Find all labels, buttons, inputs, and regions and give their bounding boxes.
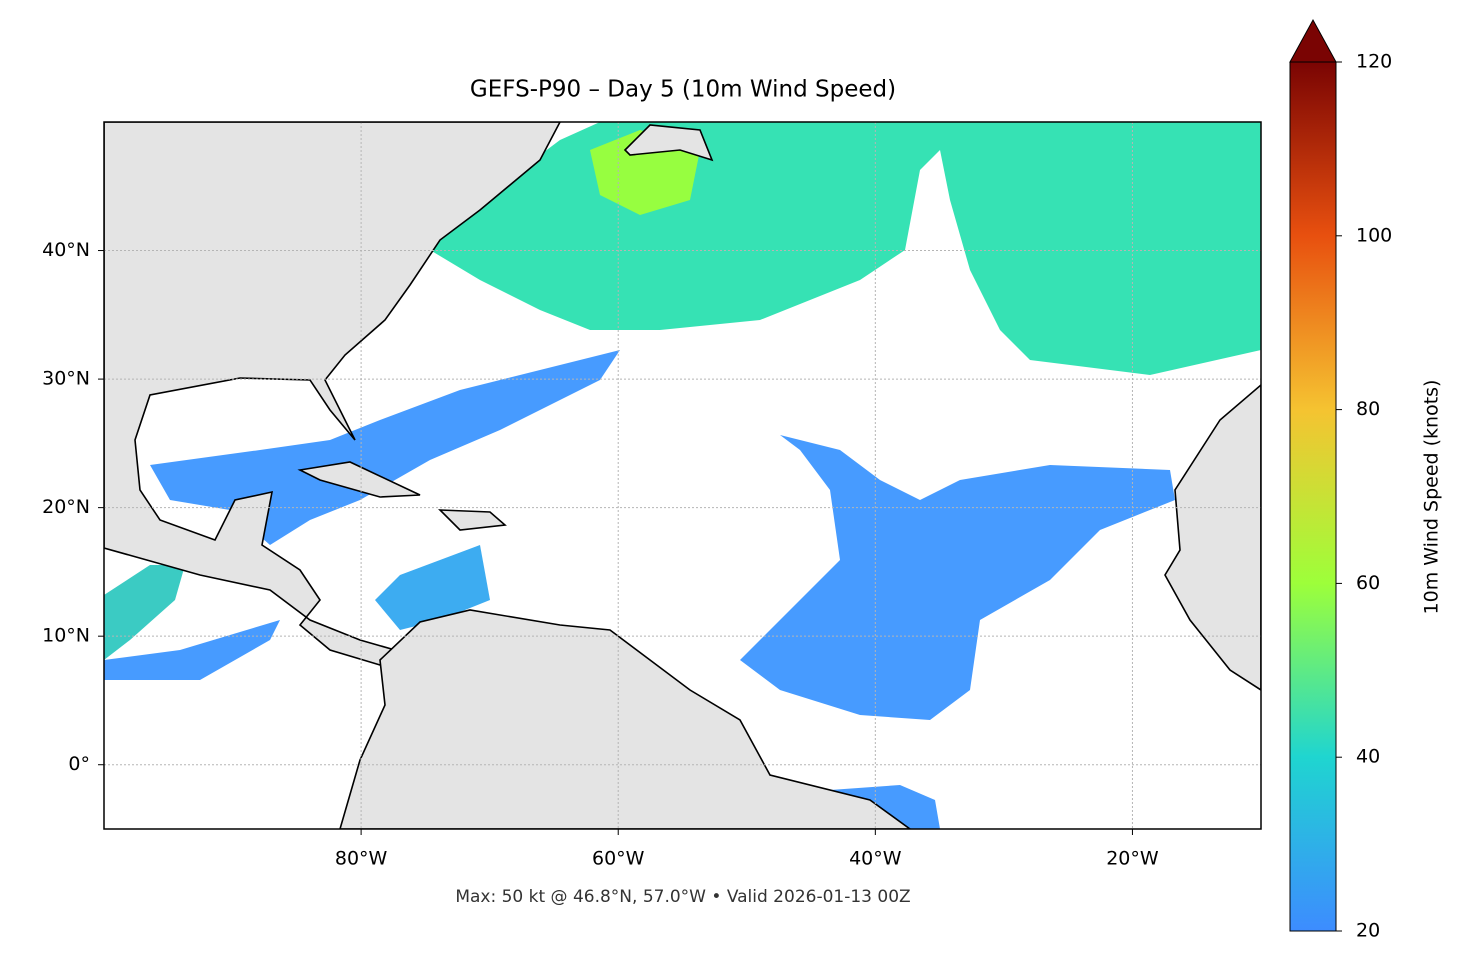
y-tick-label: 0° [68,753,90,775]
land-cuba [297,461,421,498]
wind-swath [104,565,185,660]
graticule [104,122,1261,829]
map-frame [103,121,1262,830]
land-newfoundland [623,124,714,162]
x-tick-label: 60°W [592,848,645,870]
wind-swath [830,785,940,829]
y-tick-label: 40°N [42,239,90,261]
land-hispaniola [437,509,507,531]
colorbar-tick-label: 40 [1356,746,1380,768]
colorbar-tick-label: 100 [1356,224,1392,246]
colorbar-label: 10m Wind Speed (knots) [1421,380,1443,615]
wind-swath [430,122,1261,375]
land-north-america [104,122,561,666]
y-tick-label: 10°N [42,625,90,647]
map-area [104,122,1261,829]
wind-swath [740,435,1175,720]
colorbar-tick-label: 120 [1356,51,1392,73]
colorbar-extend [1289,18,1337,63]
land-south-america [339,609,912,829]
wind-swath [375,545,490,630]
x-tick-label: 20°W [1106,848,1159,870]
x-tick-label: 40°W [849,848,902,870]
x-tick-label: 80°W [335,848,388,870]
land-africa [1164,383,1261,691]
colorbar-tick-label: 60 [1356,572,1380,594]
map-title: GEFS-P90 – Day 5 (10m Wind Speed) [470,77,896,103]
y-tick-label: 30°N [42,368,90,390]
y-tick-label: 20°N [42,496,90,518]
colorbar-tick-label: 80 [1356,398,1380,420]
colorbar-tick-label: 20 [1356,920,1380,942]
wind-swath [104,620,280,680]
footer-note: Max: 50 kt @ 46.8°N, 57.0°W • Valid 2026… [455,887,910,907]
colorbar [1289,61,1337,932]
